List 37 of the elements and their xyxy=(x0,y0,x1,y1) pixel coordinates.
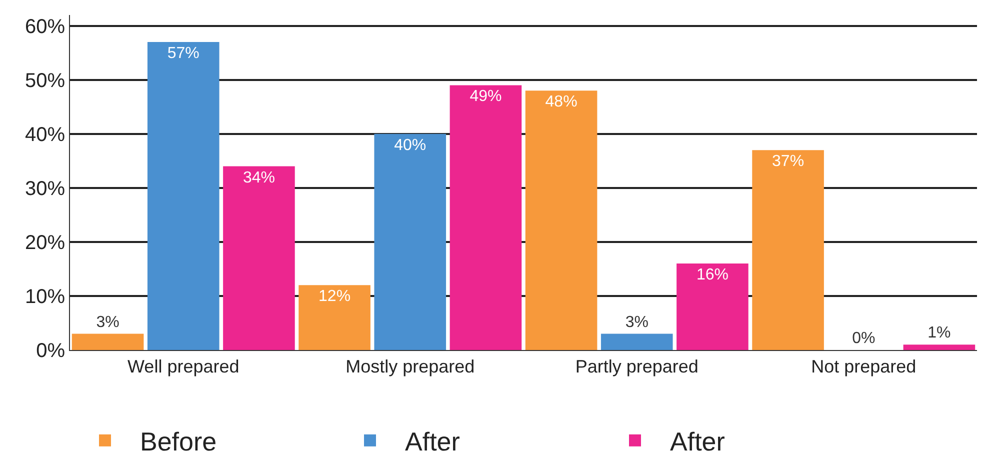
data-label: 3% xyxy=(96,314,120,331)
bar xyxy=(374,134,446,350)
bar xyxy=(298,285,370,350)
legend-label: After xyxy=(670,426,726,457)
legend-label: After xyxy=(405,426,460,457)
y-tick-label: 50% xyxy=(24,70,66,92)
data-label: 48% xyxy=(545,94,578,111)
x-tick-label: Well prepared xyxy=(128,356,240,377)
x-tick-label: Not prepared xyxy=(811,356,916,377)
y-tick-label: 20% xyxy=(24,232,66,254)
data-label: 16% xyxy=(696,266,728,284)
data-label: 34% xyxy=(242,169,275,186)
bar xyxy=(525,90,598,350)
x-tick-label: Partly prepared xyxy=(575,356,698,377)
bar xyxy=(72,334,144,350)
data-label: 12% xyxy=(318,288,351,306)
bar xyxy=(903,344,976,350)
bar xyxy=(223,166,295,350)
data-label: 3% xyxy=(625,314,648,331)
bar xyxy=(147,42,220,350)
y-tick-label: 0% xyxy=(36,340,66,362)
bar xyxy=(600,334,673,350)
data-label: 49% xyxy=(470,88,502,106)
data-label: 1% xyxy=(928,324,951,342)
y-tick-label: 30% xyxy=(24,178,66,200)
bar xyxy=(752,150,824,350)
legend-label: Before xyxy=(140,426,217,457)
data-label: 0% xyxy=(852,330,876,347)
bar xyxy=(676,264,748,350)
bar xyxy=(450,85,522,350)
data-label: 40% xyxy=(394,136,426,154)
data-label: 37% xyxy=(772,153,804,170)
y-tick-label: 10% xyxy=(24,286,66,308)
x-tick-label: Mostly prepared xyxy=(346,356,475,377)
y-tick-label: 60% xyxy=(24,16,66,38)
data-label: 57% xyxy=(167,45,200,62)
y-tick-label: 40% xyxy=(24,124,66,146)
